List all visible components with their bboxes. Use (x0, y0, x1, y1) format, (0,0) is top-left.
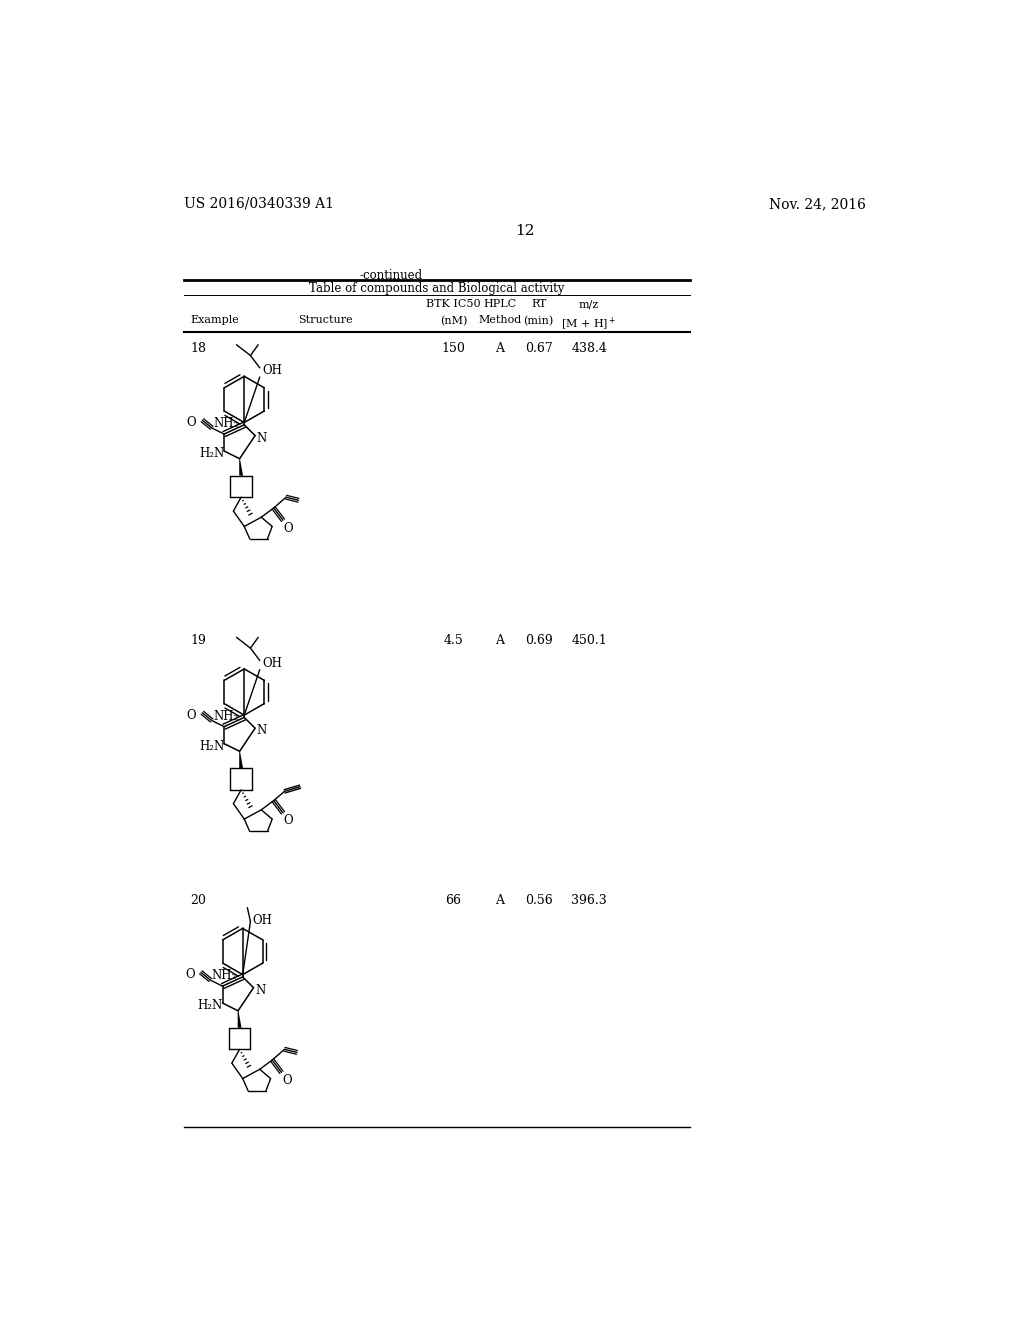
Text: BTK IC50: BTK IC50 (426, 300, 481, 309)
Text: A: A (496, 342, 505, 355)
Text: 0.69: 0.69 (525, 635, 553, 647)
Text: O: O (186, 709, 197, 722)
Text: -continued: -continued (360, 268, 423, 281)
Text: HPLC: HPLC (483, 300, 516, 309)
Text: Example: Example (190, 315, 239, 326)
Text: NH₂: NH₂ (212, 969, 237, 982)
Polygon shape (240, 751, 243, 768)
Text: [M + H]$^+$: [M + H]$^+$ (561, 315, 616, 333)
Text: (nM): (nM) (440, 315, 467, 326)
Text: 396.3: 396.3 (571, 894, 607, 907)
Text: 150: 150 (441, 342, 466, 355)
Text: Nov. 24, 2016: Nov. 24, 2016 (769, 197, 866, 211)
Text: US 2016/0340339 A1: US 2016/0340339 A1 (183, 197, 334, 211)
Text: O: O (186, 416, 197, 429)
Polygon shape (240, 458, 243, 475)
Text: O: O (284, 814, 294, 828)
Text: NH₂: NH₂ (213, 710, 239, 723)
Text: O: O (284, 521, 294, 535)
Text: 12: 12 (515, 224, 535, 238)
Text: 4.5: 4.5 (443, 635, 464, 647)
Text: O: O (283, 1074, 292, 1086)
Text: m/z: m/z (579, 300, 599, 309)
Text: Structure: Structure (298, 315, 353, 326)
Text: OH: OH (262, 364, 282, 378)
Text: OH: OH (262, 656, 282, 669)
Text: Table of compounds and Biological activity: Table of compounds and Biological activi… (309, 281, 564, 294)
Text: H₂N: H₂N (198, 999, 223, 1012)
Text: 66: 66 (445, 894, 462, 907)
Text: N: N (257, 725, 267, 738)
Text: OH: OH (252, 913, 272, 927)
Text: Method: Method (478, 315, 521, 326)
Text: 19: 19 (190, 635, 206, 647)
Text: 20: 20 (190, 894, 206, 907)
Text: O: O (185, 969, 195, 982)
Text: A: A (496, 894, 505, 907)
Text: N: N (255, 983, 265, 997)
Text: N: N (257, 432, 267, 445)
Text: A: A (496, 635, 505, 647)
Text: 0.56: 0.56 (525, 894, 553, 907)
Polygon shape (238, 1011, 242, 1028)
Text: NH₂: NH₂ (213, 417, 239, 430)
Text: 0.67: 0.67 (525, 342, 553, 355)
Text: H₂N: H₂N (200, 447, 224, 461)
Text: H₂N: H₂N (200, 739, 224, 752)
Text: 18: 18 (190, 342, 206, 355)
Text: RT: RT (531, 300, 547, 309)
Text: 438.4: 438.4 (571, 342, 607, 355)
Text: 450.1: 450.1 (571, 635, 607, 647)
Text: (min): (min) (523, 315, 554, 326)
